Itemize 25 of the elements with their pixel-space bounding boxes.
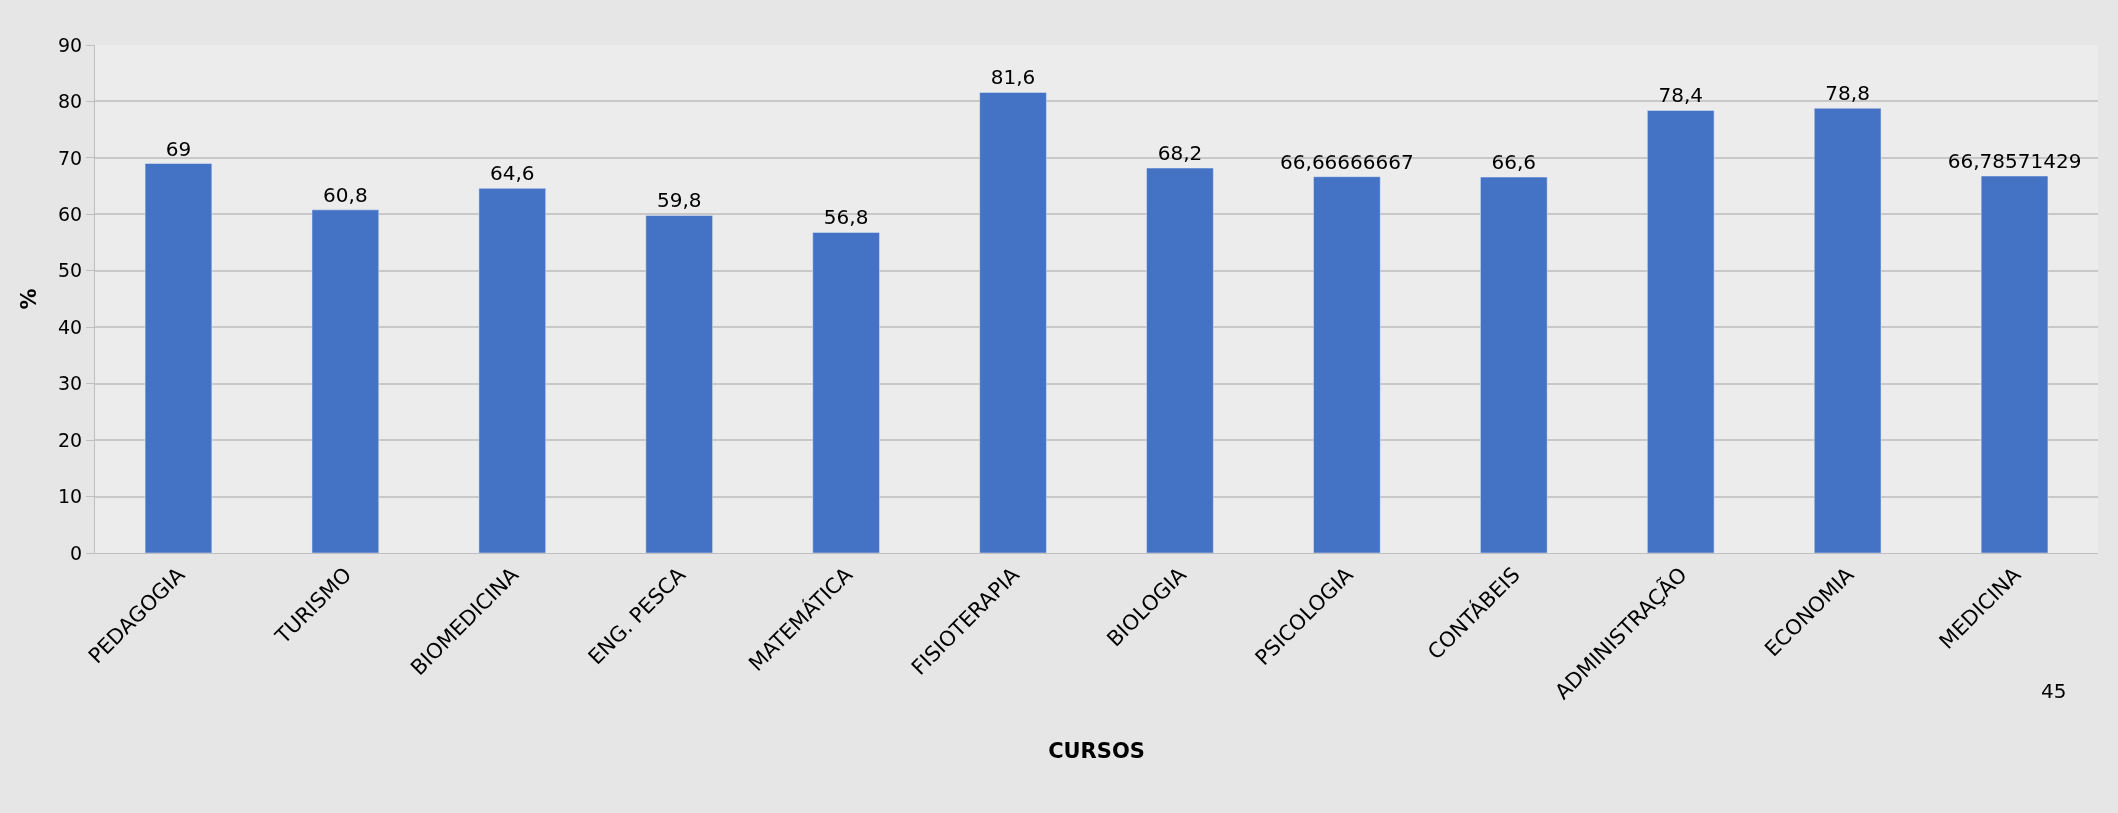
data-label: 64,6 [490,161,535,186]
y-tick-label: 50 [58,259,83,282]
data-label: 56,8 [823,205,869,230]
y-tick-label: 80 [58,90,83,113]
y-tick-label: 40 [58,315,83,338]
data-label: 60,8 [323,182,368,207]
y-axis-title: % [17,288,42,310]
data-label: 68,2 [1157,141,1203,166]
y-tick-label: 0 [70,541,83,564]
y-tick-label: 30 [58,372,83,395]
data-label: 66,78571429 [1947,149,2082,174]
y-tick-label: 60 [58,202,83,225]
text: 45 [2041,679,2067,703]
data-label: 78,8 [1825,81,1870,106]
data-label: 69 [165,136,192,161]
y-tick-label: 20 [58,428,83,451]
x-axis-title: CURSOS [1048,739,1145,764]
data-label: 66,6 [1491,150,1537,175]
data-label: 78,4 [1658,83,1703,108]
data-label: 66,66666667 [1280,149,1414,174]
data-label: 59,8 [656,188,702,213]
data-label: 81,6 [990,65,1036,90]
y-tick-label: 10 [58,485,83,508]
y-tick-label: 70 [58,146,83,169]
y-tick-label: 90 [58,33,83,56]
